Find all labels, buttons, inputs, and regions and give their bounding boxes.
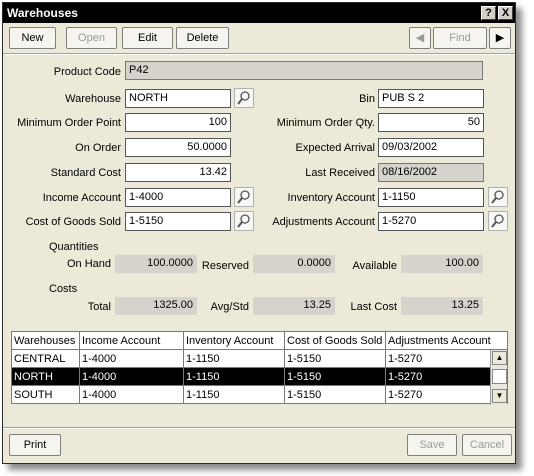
next-record-button[interactable]: ▶ xyxy=(489,27,511,49)
help-button[interactable]: ? xyxy=(481,6,496,20)
table-row[interactable]: CENTRAL 1-4000 1-1150 1-5150 1-5270 xyxy=(11,349,508,368)
table-cell: 1-5150 xyxy=(284,349,386,368)
inventory-account-field[interactable]: 1-1150 xyxy=(378,188,484,207)
avg-std-label: Avg/Std xyxy=(210,301,249,313)
costs-heading: Costs xyxy=(49,283,78,295)
table-cell: 1-4000 xyxy=(79,367,184,386)
expected-arrival-label: Expected Arrival xyxy=(295,142,375,154)
column-header[interactable]: Inventory Account xyxy=(183,331,285,350)
close-button[interactable]: X xyxy=(498,6,513,20)
avg-std-value: 13.25 xyxy=(253,297,335,315)
magnifier-icon xyxy=(491,214,504,228)
inventory-account-lookup-button[interactable] xyxy=(488,187,508,207)
column-header[interactable]: Adjustments Account xyxy=(385,331,508,350)
on-hand-value: 100.0000 xyxy=(115,255,197,273)
table-cell: CENTRAL xyxy=(11,349,80,368)
reserved-label: Reserved xyxy=(201,260,249,272)
total-cost-value: 1325.00 xyxy=(115,297,197,315)
warehouses-window: Warehouses ? X New Open Edit Delete ◀ Fi… xyxy=(2,2,516,464)
footer-divider xyxy=(3,427,515,429)
magnifier-icon xyxy=(237,91,250,105)
previous-record-button[interactable]: ◀ xyxy=(409,27,431,49)
print-button[interactable]: Print xyxy=(9,434,61,456)
table-cell: 1-1150 xyxy=(183,367,285,386)
available-value: 100.00 xyxy=(401,255,483,273)
standard-cost-field[interactable]: 13.42 xyxy=(125,163,231,182)
warehouse-field[interactable]: NORTH xyxy=(125,89,231,108)
product-code-label: Product Code xyxy=(53,66,121,78)
adjustments-account-field[interactable]: 1-5270 xyxy=(378,212,484,231)
adjustments-account-label: Adjustments Account xyxy=(272,216,375,228)
table-header-row: Warehouses Income Account Inventory Acco… xyxy=(11,331,508,350)
warehouse-lookup-button[interactable] xyxy=(234,88,254,108)
table-cell: 1-5270 xyxy=(385,385,508,404)
last-cost-value: 13.25 xyxy=(401,297,483,315)
table-row-selected[interactable]: NORTH 1-4000 1-1150 1-5150 1-5270 xyxy=(11,367,508,386)
column-header[interactable]: Cost of Goods Sold xyxy=(284,331,386,350)
inventory-account-label: Inventory Account xyxy=(287,192,375,204)
scroll-thumb[interactable] xyxy=(492,369,507,384)
scroll-down-icon[interactable]: ▼ xyxy=(492,389,507,403)
save-button[interactable]: Save xyxy=(407,434,457,456)
product-code-field: P42 xyxy=(125,61,483,80)
column-header[interactable]: Warehouses xyxy=(11,331,80,350)
minimum-order-point-label: Minimum Order Point xyxy=(17,117,121,129)
bin-label: Bin xyxy=(359,93,375,105)
on-order-field[interactable]: 50.0000 xyxy=(125,138,231,157)
minimum-order-qty-field[interactable]: 50 xyxy=(378,113,484,132)
delete-button[interactable]: Delete xyxy=(176,27,229,49)
magnifier-icon xyxy=(491,190,504,204)
income-account-field[interactable]: 1-4000 xyxy=(125,188,231,207)
on-hand-label: On Hand xyxy=(66,258,111,270)
table-cell: 1-1150 xyxy=(183,385,285,404)
table-cell: 1-5150 xyxy=(284,367,386,386)
available-label: Available xyxy=(352,260,397,272)
quantities-heading: Quantities xyxy=(49,241,99,253)
find-button[interactable]: Find xyxy=(433,27,487,49)
warehouses-table: Warehouses Income Account Inventory Acco… xyxy=(11,331,508,404)
cancel-button[interactable]: Cancel xyxy=(462,434,512,456)
table-cell: NORTH xyxy=(11,367,80,386)
magnifier-icon xyxy=(237,214,250,228)
standard-cost-label: Standard Cost xyxy=(50,167,121,179)
magnifier-icon xyxy=(237,190,250,204)
title-bar: Warehouses ? X xyxy=(3,3,515,23)
on-order-label: On Order xyxy=(75,142,121,154)
table-cell: 1-1150 xyxy=(183,349,285,368)
window-title: Warehouses xyxy=(7,6,78,20)
total-cost-label: Total xyxy=(87,301,111,313)
cost-of-goods-sold-field[interactable]: 1-5150 xyxy=(125,212,231,231)
adjustments-account-lookup-button[interactable] xyxy=(488,211,508,231)
bin-field[interactable]: PUB S 2 xyxy=(378,89,484,108)
minimum-order-point-field[interactable]: 100 xyxy=(125,113,231,132)
last-received-label: Last Received xyxy=(305,167,375,179)
edit-button[interactable]: Edit xyxy=(122,27,173,49)
table-cell: 1-4000 xyxy=(79,349,184,368)
table-cell: 1-5150 xyxy=(284,385,386,404)
reserved-value: 0.0000 xyxy=(253,255,335,273)
cost-of-goods-sold-label: Cost of Goods Sold xyxy=(25,216,121,228)
scroll-up-icon[interactable]: ▲ xyxy=(492,351,507,365)
table-cell: SOUTH xyxy=(11,385,80,404)
table-scrollbar[interactable]: ▲ ▼ xyxy=(490,350,507,405)
table-row[interactable]: SOUTH 1-4000 1-1150 1-5150 1-5270 xyxy=(11,385,508,404)
toolbar-divider xyxy=(3,53,515,55)
expected-arrival-field[interactable]: 09/03/2002 xyxy=(378,138,484,157)
table-cell: 1-4000 xyxy=(79,385,184,404)
open-button[interactable]: Open xyxy=(66,27,117,49)
income-account-lookup-button[interactable] xyxy=(234,187,254,207)
last-cost-label: Last Cost xyxy=(350,301,397,313)
last-received-field: 08/16/2002 xyxy=(378,163,484,182)
income-account-label: Income Account xyxy=(42,192,121,204)
cogs-lookup-button[interactable] xyxy=(234,211,254,231)
column-header[interactable]: Income Account xyxy=(79,331,184,350)
table-cell: 1-5270 xyxy=(385,367,508,386)
minimum-order-qty-label: Minimum Order Qty. xyxy=(276,117,375,129)
new-button[interactable]: New xyxy=(9,27,56,49)
warehouse-label: Warehouse xyxy=(65,93,121,105)
